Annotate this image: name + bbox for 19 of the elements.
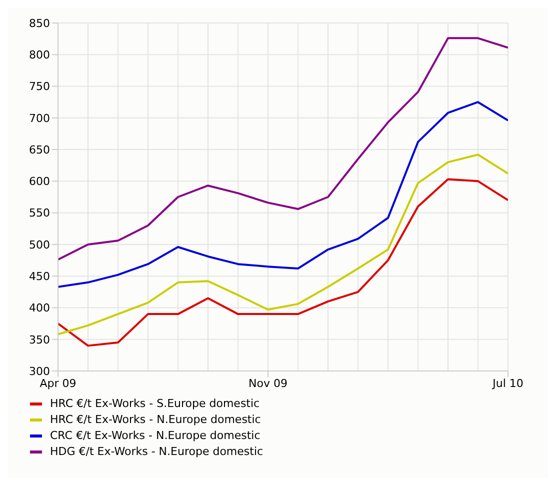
x-tick-label: Nov 09 — [248, 376, 288, 390]
y-tick-label: 500 — [29, 238, 50, 252]
y-tick-label: 600 — [29, 175, 50, 188]
legend-label: HRC €/t Ex-Works - S.Europe domestic — [50, 396, 260, 412]
y-tick-label: 650 — [29, 143, 50, 156]
legend-label: HDG €/t Ex-Works - N.Europe domestic — [50, 444, 264, 460]
y-tick-label: 300 — [29, 364, 50, 378]
x-tick-label: Jul 10 — [492, 376, 524, 390]
y-tick-label: 850 — [29, 16, 50, 30]
legend-label: CRC €/t Ex-Works - N.Europe domestic — [50, 428, 260, 444]
y-tick-label: 800 — [29, 48, 50, 62]
y-tick-label: 350 — [29, 333, 50, 346]
y-tick-label: 450 — [29, 270, 50, 283]
legend-label: HRC €/t Ex-Works - N.Europe domestic — [50, 412, 261, 428]
x-tick-label: Apr 09 — [40, 376, 76, 390]
y-tick-label: 550 — [29, 206, 50, 220]
y-tick-label: 700 — [29, 112, 50, 125]
y-tick-label: 400 — [29, 302, 50, 315]
y-tick-label: 750 — [29, 80, 50, 94]
